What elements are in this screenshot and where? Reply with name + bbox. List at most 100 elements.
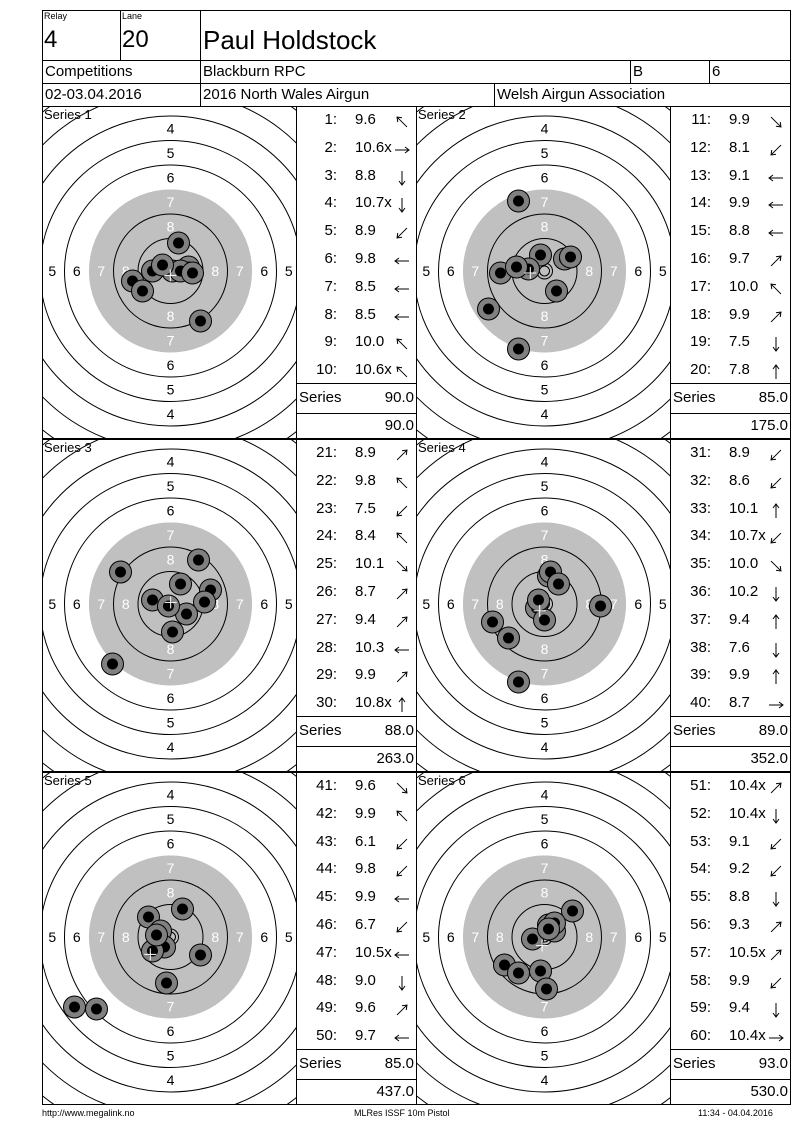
shot-number: 18: — [690, 305, 711, 323]
ring-number: 7 — [167, 332, 175, 348]
category: Competitions — [45, 63, 133, 80]
cumulative-total: 263.0 — [376, 750, 414, 767]
shot-row: 48: 9.0 — [297, 968, 413, 996]
ring-number: 5 — [285, 263, 293, 279]
lane-label: Lane — [122, 11, 143, 21]
shot-number: 55: — [690, 888, 711, 906]
direction-arrow-sw-icon — [396, 866, 408, 877]
shot-impact — [181, 261, 204, 285]
shot-number: 46: — [316, 916, 337, 933]
shot-impact — [545, 279, 568, 303]
class-number: 6 — [712, 63, 721, 80]
direction-arrow-n-icon — [772, 669, 780, 685]
series-title: Series 1 — [44, 107, 92, 122]
shot-number: 28: — [316, 638, 337, 656]
ring-number: 6 — [73, 596, 81, 612]
shot-row: 43: 6.1 — [297, 829, 413, 857]
shot-row: 19: 7.5 — [671, 329, 787, 357]
footer-url[interactable]: http://www.megalink.no — [42, 1108, 135, 1118]
ring-number: 4 — [167, 1072, 175, 1088]
ring-number: 6 — [541, 169, 549, 185]
shot-score: 10.5x — [729, 943, 766, 961]
cumulative-total: 530.0 — [750, 1083, 788, 1100]
ring-number: 5 — [541, 1047, 549, 1063]
direction-arrow-sw-icon — [770, 866, 782, 877]
shot-number: 49: — [316, 999, 337, 1017]
shot-score: 9.9 — [355, 888, 376, 906]
ring-number: 8 — [167, 884, 175, 900]
shot-row: 11: 9.9 — [671, 107, 787, 135]
shot-number: 35: — [690, 555, 711, 573]
shot-impact — [189, 309, 212, 333]
direction-arrow-s-icon — [772, 587, 780, 602]
direction-arrow-s-icon — [772, 892, 780, 908]
direction-arrow-nw-icon — [396, 810, 408, 822]
shot-score: 10.7x — [729, 527, 766, 545]
direction-arrow-w-icon — [394, 313, 409, 320]
direction-arrow-sw-icon — [396, 227, 408, 239]
shot-score: 9.4 — [729, 610, 750, 628]
shot-number: 45: — [316, 888, 337, 906]
shot-impact — [187, 548, 210, 572]
direction-arrow-sw-icon — [770, 977, 782, 989]
shot-row: 3: 8.8 — [297, 163, 413, 191]
shot-impact — [505, 255, 528, 279]
direction-arrow-w-icon — [394, 895, 409, 903]
shot-score: 10.3 — [355, 638, 385, 656]
target-series-3: 44445555666677778888Series 3 — [42, 439, 297, 772]
organizer: Welsh Airgun Association — [497, 86, 666, 103]
shot-impact — [589, 594, 612, 618]
ring-number: 6 — [260, 263, 268, 279]
shot-number: 3: — [324, 166, 337, 184]
shot-list-series-3: 21: 8.9 22: 9.8 23: 7.5 24: 8.4 25: 10.1 26: 8.7 27:… — [297, 439, 417, 772]
direction-arrow-sw-icon — [396, 838, 408, 850]
direction-arrow-ne-icon — [770, 255, 782, 267]
shot-impact — [167, 231, 190, 255]
shot-number: 42: — [316, 804, 337, 822]
target-face: 44445555666677778888 — [43, 773, 296, 1104]
shot-row: 8: 8.5 — [297, 302, 413, 330]
shot-row: 44: 9.8 — [297, 856, 413, 884]
shot-number: 2: — [324, 138, 337, 156]
shot-row: 21: 8.9 — [297, 440, 413, 468]
ring-number: 7 — [167, 194, 175, 210]
ring-number: 8 — [496, 596, 504, 612]
series-total-label: Series — [299, 722, 342, 739]
shot-score: 9.6 — [355, 777, 376, 794]
shot-score: 9.9 — [729, 305, 750, 323]
shot-impact — [533, 608, 556, 632]
ring-number: 8 — [211, 929, 219, 945]
ring-number: 6 — [167, 357, 175, 373]
direction-arrow-w-icon — [768, 201, 783, 209]
shot-row: 30: 10.8x — [297, 690, 413, 718]
ring-number: 7 — [167, 665, 175, 681]
ring-number: 7 — [236, 929, 244, 945]
shot-number: 23: — [316, 499, 337, 517]
direction-arrow-sw-icon — [770, 144, 782, 156]
series-total-row: Series 85.0 — [297, 1049, 416, 1080]
shot-number: 11: — [691, 111, 711, 128]
shot-score: 9.9 — [729, 971, 750, 989]
lane-value: 20 — [122, 26, 149, 53]
target-series-4: 44445555666677778888Series 4 — [416, 439, 671, 772]
shot-number: 19: — [690, 333, 711, 351]
shot-row: 12: 8.1 — [671, 135, 787, 163]
direction-arrow-ne-icon — [770, 949, 782, 961]
ring-number: 8 — [167, 308, 175, 324]
ring-number: 6 — [541, 502, 549, 518]
direction-arrow-s-icon — [398, 198, 406, 214]
shot-score: 10.0 — [729, 555, 759, 573]
shot-row: 59: 9.4 — [671, 995, 787, 1023]
series-total-value: 88.0 — [384, 722, 414, 739]
shot-score: 10.2 — [729, 583, 759, 600]
shot-score: 9.9 — [729, 194, 750, 212]
shot-number: 56: — [690, 916, 711, 933]
shot-number: 12: — [690, 138, 711, 156]
shot-list-series-2: 11: 9.9 12: 8.1 13: 9.1 14: 9.9 15: 8.8 16: 9.7 17: 1… — [671, 106, 791, 439]
direction-arrow-s-icon — [398, 975, 406, 991]
shot-row: 40: 8.7 — [671, 690, 787, 718]
shot-number: 54: — [690, 860, 711, 878]
ring-number: 6 — [167, 690, 175, 706]
cumulative-total: 90.0 — [384, 417, 414, 434]
ring-number: 5 — [167, 145, 175, 161]
